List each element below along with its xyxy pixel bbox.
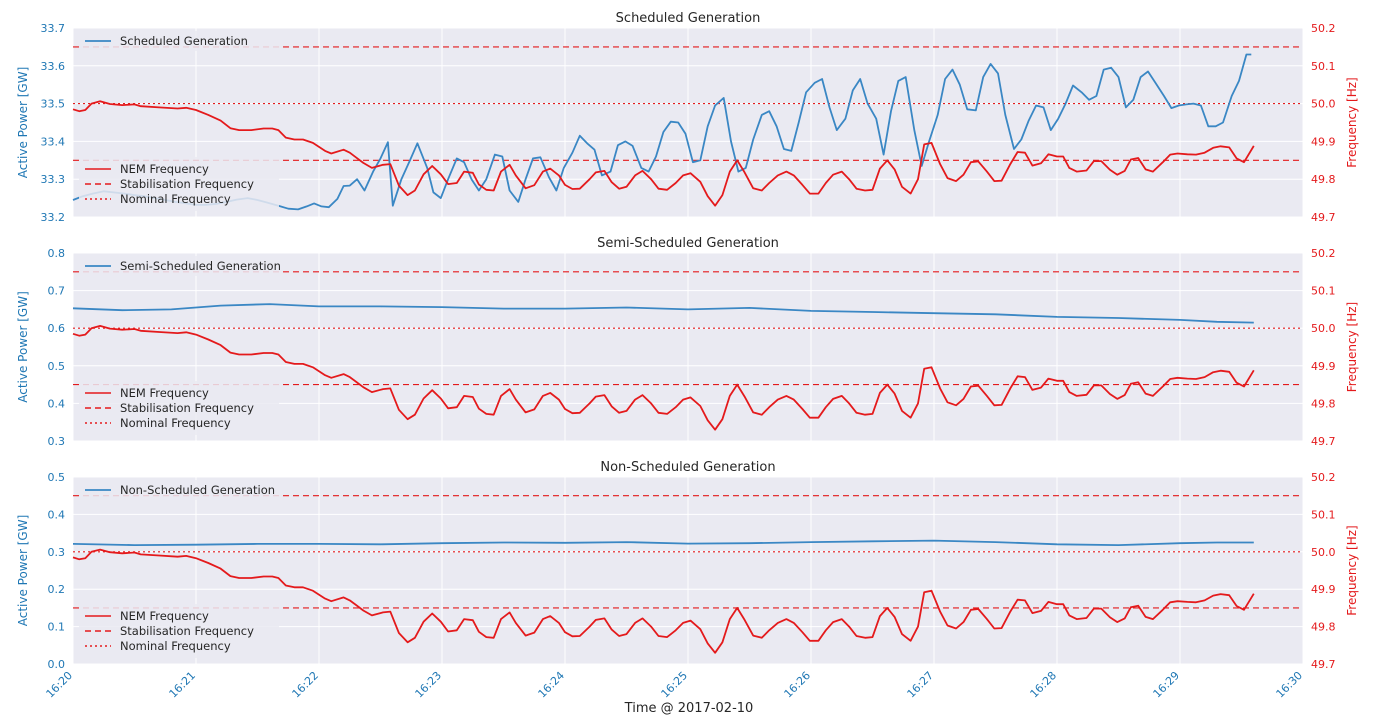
- legend-label: Stabilisation Frequency: [120, 177, 254, 191]
- y-axis-label: Active Power [GW]: [16, 291, 30, 403]
- x-tick-label: 16:23: [413, 669, 445, 701]
- y-tick-label: 0.1: [48, 621, 66, 634]
- x-tick-label: 16:26: [782, 669, 814, 701]
- y2-tick-label: 49.9: [1311, 135, 1336, 148]
- power-series-line: [72, 303, 1254, 324]
- x-tick-label: 16:22: [290, 669, 322, 701]
- y2-tick-label: 50.2: [1311, 247, 1336, 260]
- y-tick-label: 0.2: [48, 583, 66, 596]
- y2-tick-label: 50.2: [1311, 471, 1336, 484]
- legend-box: [79, 31, 279, 51]
- legend-label: Semi-Scheduled Generation: [120, 259, 281, 273]
- y-tick-label: 33.4: [41, 135, 66, 148]
- legend-box: [79, 157, 279, 211]
- legend-label: Scheduled Generation: [120, 34, 248, 48]
- power-series-line: [72, 539, 1254, 546]
- y2-tick-label: 50.0: [1311, 322, 1336, 335]
- y-tick-label: 0.4: [48, 397, 66, 410]
- x-axis-label: Time @ 2017-02-10: [624, 701, 754, 716]
- y-tick-label: 33.6: [41, 60, 66, 73]
- y2-tick-label: 50.1: [1311, 508, 1336, 521]
- y2-tick-label: 50.2: [1311, 22, 1336, 35]
- legend-box: [79, 256, 279, 276]
- y2-axis-label: Frequency [Hz]: [1345, 77, 1359, 168]
- legend-box: [79, 604, 279, 658]
- x-tick-label: 16:25: [659, 669, 691, 701]
- y-tick-label: 33.3: [41, 173, 66, 186]
- y2-axis-label: Frequency [Hz]: [1345, 525, 1359, 616]
- panel-2: Semi-Scheduled Generation 0.3 0.4 0.5 0.6 0.7…: [16, 236, 1359, 448]
- y-tick-label: 33.2: [41, 211, 66, 224]
- y2-tick-label: 49.8: [1311, 173, 1336, 186]
- y-tick-label: 0.3: [48, 435, 66, 448]
- x-tick-label: 16:30: [1274, 669, 1306, 701]
- power-series-line: [72, 53, 1252, 211]
- y2-tick-label: 49.9: [1311, 583, 1336, 596]
- y2-axis-label: Frequency [Hz]: [1345, 302, 1359, 393]
- y-tick-label: 33.5: [41, 98, 66, 111]
- frequency-series-line: [72, 100, 1255, 207]
- y2-tick-label: 49.9: [1311, 360, 1336, 373]
- y-tick-label: 0.0: [48, 658, 66, 671]
- y-tick-label: 0.6: [48, 322, 66, 335]
- y2-tick-label: 49.8: [1311, 621, 1336, 634]
- power-legend: Scheduled Generation: [79, 31, 279, 51]
- x-tick-label: 16:27: [905, 669, 937, 701]
- legend-label: Non-Scheduled Generation: [120, 483, 275, 497]
- frequency-series-line: [72, 324, 1255, 431]
- y-tick-label: 0.8: [48, 247, 66, 260]
- y2-tick-label: 49.7: [1311, 658, 1336, 671]
- legend-label: Stabilisation Frequency: [120, 401, 254, 415]
- y-tick-label: 0.7: [48, 285, 66, 298]
- y2-tick-label: 49.7: [1311, 211, 1336, 224]
- y-tick-label: 0.5: [48, 471, 66, 484]
- y2-tick-label: 50.1: [1311, 60, 1336, 73]
- y2-tick-label: 49.7: [1311, 435, 1336, 448]
- x-tick-label: 16:24: [536, 669, 568, 701]
- power-legend: Non-Scheduled Generation: [79, 480, 279, 500]
- legend-label: Nominal Frequency: [120, 639, 231, 653]
- x-tick-label: 16:28: [1028, 669, 1060, 701]
- panel-1: Scheduled Generation 33.2 33.3 33.4 33.5 33.6…: [16, 11, 1359, 224]
- y-tick-label: 33.7: [41, 22, 66, 35]
- legend-box: [79, 480, 279, 500]
- y-axis-label: Active Power [GW]: [16, 67, 30, 179]
- y2-tick-label: 49.8: [1311, 397, 1336, 410]
- chart-title: Semi-Scheduled Generation: [597, 236, 779, 251]
- x-tick-label: 16:20: [44, 669, 76, 701]
- panel-3: Non-Scheduled Generation 0.0 0.1 0.2 0.3 0.4 0…: [16, 460, 1359, 671]
- x-tick-label: 16:29: [1151, 669, 1183, 701]
- legend-label: Nominal Frequency: [120, 416, 231, 430]
- legend-label: NEM Frequency: [120, 609, 209, 623]
- chart-title: Scheduled Generation: [616, 11, 761, 26]
- y2-tick-label: 50.1: [1311, 285, 1336, 298]
- x-tick-label: 16:21: [167, 669, 199, 701]
- legend-label: NEM Frequency: [120, 162, 209, 176]
- y2-tick-label: 50.0: [1311, 98, 1336, 111]
- y-axis-label: Active Power [GW]: [16, 515, 30, 627]
- legend-label: NEM Frequency: [120, 386, 209, 400]
- frequency-series-line: [72, 548, 1255, 654]
- legend-label: Stabilisation Frequency: [120, 624, 254, 638]
- legend-box: [79, 381, 279, 435]
- y-tick-label: 0.5: [48, 360, 66, 373]
- y2-tick-label: 50.0: [1311, 546, 1336, 559]
- power-legend: Semi-Scheduled Generation: [79, 256, 281, 276]
- y-tick-label: 0.3: [48, 546, 66, 559]
- chart-title: Non-Scheduled Generation: [600, 460, 775, 475]
- legend-label: Nominal Frequency: [120, 192, 231, 206]
- y-tick-label: 0.4: [48, 508, 66, 521]
